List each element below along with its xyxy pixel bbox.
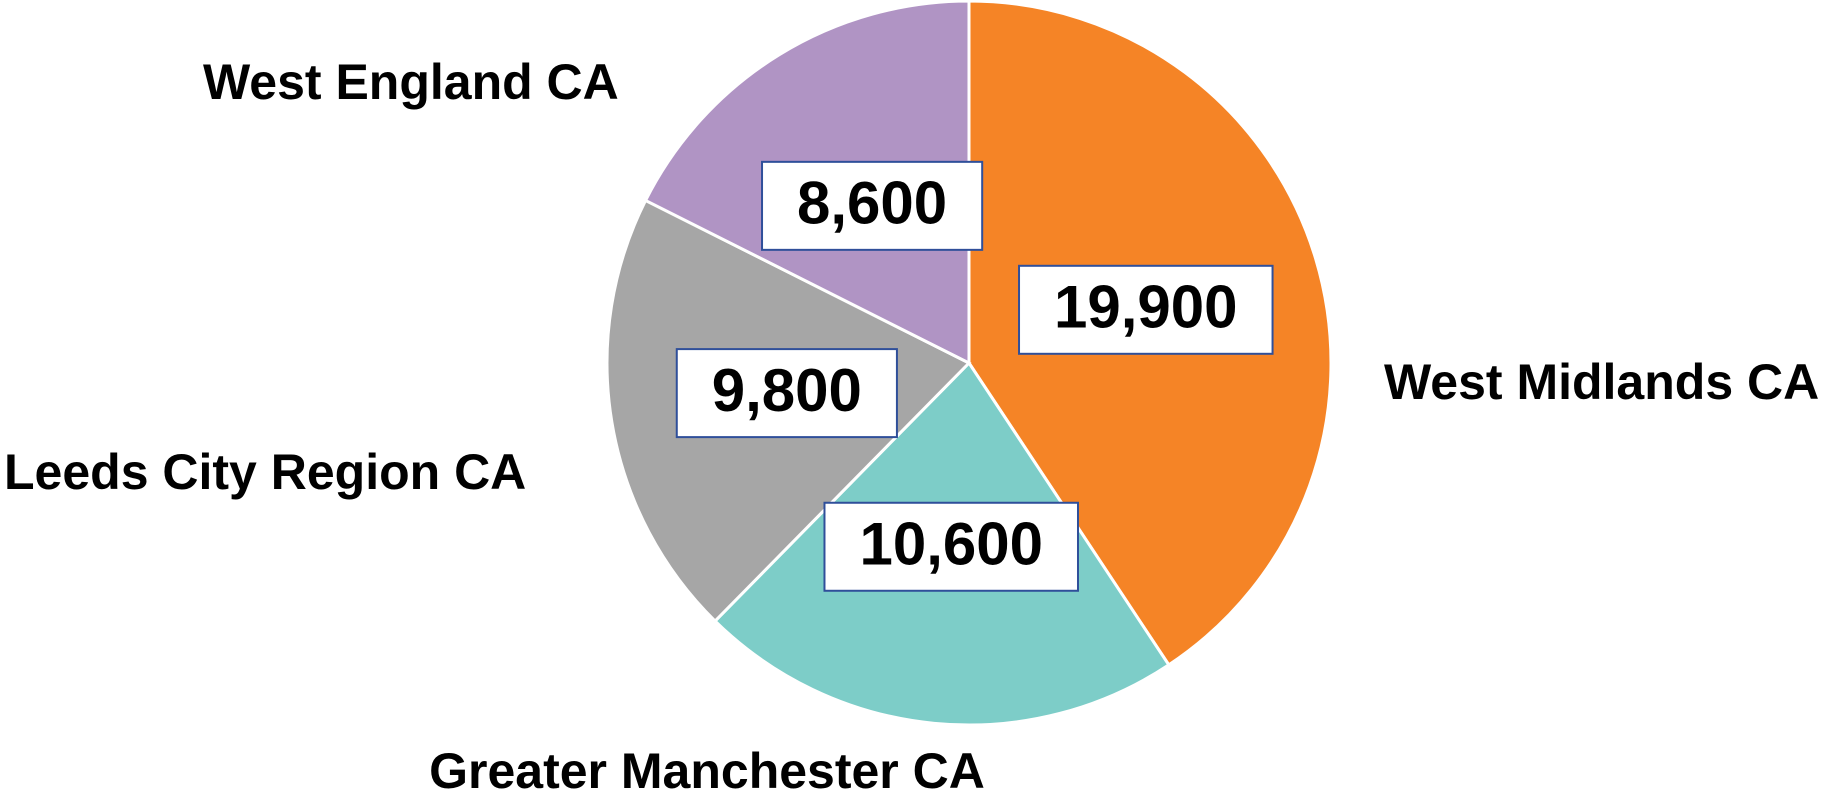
- data-label: 9,800: [712, 357, 862, 424]
- data-label: 10,600: [859, 511, 1043, 578]
- labels: 19,900 West Midlands CA 10,600 Greater Manc…: [4, 54, 1819, 798]
- category-label: Greater Manchester CA: [429, 743, 985, 798]
- data-label-box: [761, 160, 984, 251]
- category-label: West England CA: [203, 54, 619, 110]
- data-label: 19,900: [1054, 274, 1238, 341]
- data-label: 8,600: [797, 170, 947, 237]
- data-label-box: [1018, 264, 1274, 355]
- category-label: Leeds City Region CA: [4, 444, 526, 500]
- data-label-box: [675, 348, 898, 439]
- data-label-box: [823, 501, 1079, 592]
- category-label: West Midlands CA: [1384, 354, 1819, 410]
